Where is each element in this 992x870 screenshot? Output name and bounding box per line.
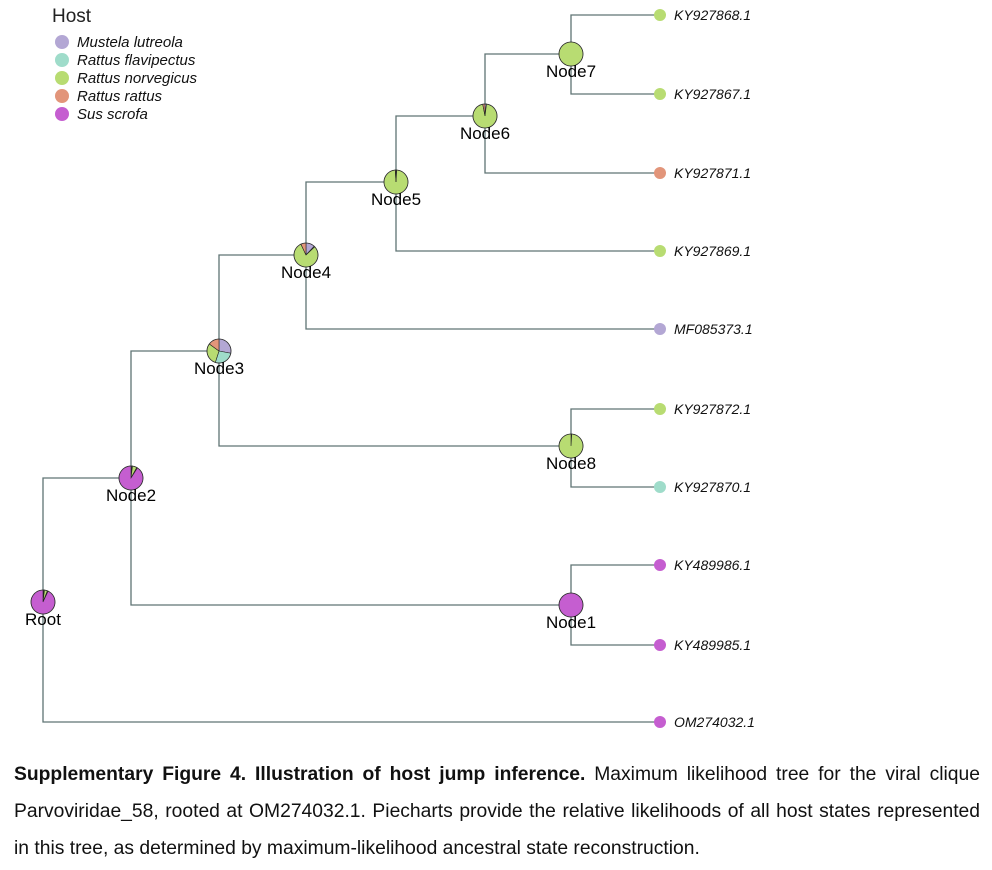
pie-outline-node7 bbox=[558, 41, 584, 67]
pie-outline-node5 bbox=[383, 169, 409, 195]
legend-entry-1: Mustela lutreola bbox=[77, 34, 183, 51]
tip-label-6: KY927872.1 bbox=[674, 401, 751, 417]
tip-marker-9 bbox=[654, 639, 666, 651]
pie-outline-node1 bbox=[558, 592, 584, 618]
branch-6 bbox=[218, 351, 571, 447]
branch-8 bbox=[305, 255, 660, 330]
node-label-node8: Node8 bbox=[546, 454, 596, 473]
legend-title: Host bbox=[52, 6, 92, 27]
tip-marker-3 bbox=[654, 167, 666, 179]
pie-node7: Node7 bbox=[546, 41, 596, 81]
pie-root: Root bbox=[25, 589, 61, 629]
node-label-node7: Node7 bbox=[546, 62, 596, 81]
legend-entry-4: Rattus rattus bbox=[77, 88, 163, 105]
branch-12 bbox=[484, 116, 660, 174]
node-label-node2: Node2 bbox=[106, 486, 156, 505]
tip-label-9: KY489985.1 bbox=[674, 637, 751, 653]
pie-node4: Node4 bbox=[281, 242, 331, 282]
node-label-node3: Node3 bbox=[194, 359, 244, 378]
tip-label-10: OM274032.1 bbox=[674, 714, 755, 730]
branch-14 bbox=[570, 54, 660, 95]
branch-5 bbox=[218, 254, 306, 351]
legend-swatch-3 bbox=[55, 71, 69, 85]
pie-node2: Node2 bbox=[106, 465, 156, 505]
branch-2 bbox=[42, 602, 660, 723]
tip-marker-8 bbox=[654, 559, 666, 571]
branch-17 bbox=[570, 564, 660, 605]
tip-marker-7 bbox=[654, 481, 666, 493]
node-label-node5: Node5 bbox=[371, 190, 421, 209]
tree-branches bbox=[42, 14, 660, 723]
pie-outline-root bbox=[30, 589, 56, 615]
figure-caption: Supplementary Figure 4. Illustration of … bbox=[14, 756, 980, 867]
pie-node6: Node6 bbox=[460, 103, 510, 143]
tip-marker-2 bbox=[654, 88, 666, 100]
branch-7 bbox=[305, 181, 396, 255]
internal-nodes: Root Node2 Node3 Node4 Node5 Node6 Node7 Node8 N… bbox=[25, 41, 596, 632]
caption-title: Supplementary Figure 4. Illustration of … bbox=[14, 764, 586, 785]
pie-outline-node2 bbox=[118, 465, 144, 491]
pie-outline-node3 bbox=[206, 338, 232, 364]
tip-nodes: KY927868.1 KY927867.1 KY927871.1 KY927869.1… bbox=[654, 7, 755, 730]
pie-outline-node8 bbox=[558, 433, 584, 459]
tip-label-4: KY927869.1 bbox=[674, 243, 751, 259]
tip-label-8: KY489986.1 bbox=[674, 557, 751, 573]
tip-marker-1 bbox=[654, 9, 666, 21]
legend-swatch-5 bbox=[55, 107, 69, 121]
legend-swatch-2 bbox=[55, 53, 69, 67]
tip-label-5: MF085373.1 bbox=[674, 321, 753, 337]
node-label-node6: Node6 bbox=[460, 124, 510, 143]
branch-16 bbox=[570, 446, 660, 488]
tip-label-7: KY927870.1 bbox=[674, 479, 751, 495]
branch-3 bbox=[130, 350, 219, 478]
tip-marker-6 bbox=[654, 403, 666, 415]
pie-outline-node4 bbox=[293, 242, 319, 268]
caption-body: Maximum likelihood tree for the viral cl… bbox=[14, 764, 980, 859]
branch-10 bbox=[395, 182, 660, 252]
legend-swatch-1 bbox=[55, 35, 69, 49]
branch-13 bbox=[570, 14, 660, 54]
legend-swatch-4 bbox=[55, 89, 69, 103]
branch-15 bbox=[570, 408, 660, 446]
tip-marker-10 bbox=[654, 716, 666, 728]
node-label-root: Root bbox=[25, 610, 61, 629]
branch-4 bbox=[130, 478, 571, 606]
branch-1 bbox=[42, 477, 131, 602]
branch-18 bbox=[570, 605, 660, 646]
branch-11 bbox=[484, 53, 571, 116]
tip-label-1: KY927868.1 bbox=[674, 7, 751, 23]
node-label-node4: Node4 bbox=[281, 263, 331, 282]
branch-9 bbox=[395, 115, 485, 182]
tip-marker-5 bbox=[654, 323, 666, 335]
pie-outline-node6 bbox=[472, 103, 498, 129]
legend-entry-2: Rattus flavipectus bbox=[77, 52, 196, 69]
pie-node3: Node3 bbox=[194, 338, 244, 378]
tip-marker-4 bbox=[654, 245, 666, 257]
pie-node8: Node8 bbox=[546, 433, 596, 473]
pie-node5: Node5 bbox=[371, 169, 421, 209]
legend-entry-3: Rattus norvegicus bbox=[77, 70, 198, 87]
pie-node1: Node1 bbox=[546, 592, 596, 632]
node-label-node1: Node1 bbox=[546, 613, 596, 632]
tip-label-3: KY927871.1 bbox=[674, 165, 751, 181]
legend-entry-5: Sus scrofa bbox=[77, 106, 148, 123]
tip-label-2: KY927867.1 bbox=[674, 86, 751, 102]
